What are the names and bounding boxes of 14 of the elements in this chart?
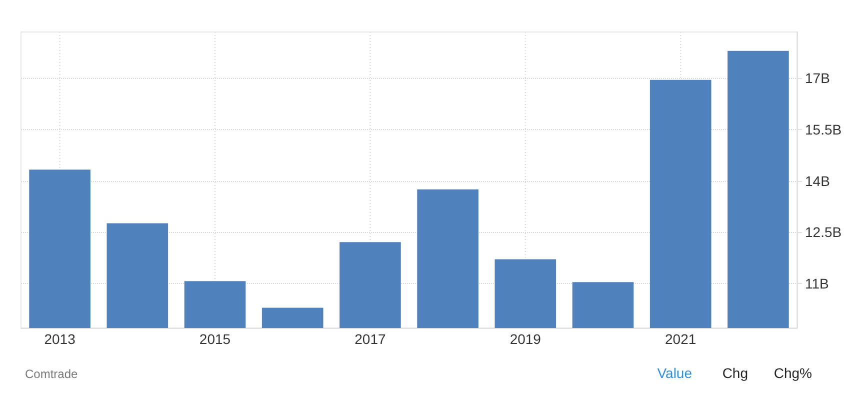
x-tick-label: 2021 bbox=[665, 331, 696, 347]
y-tick-label: 14B bbox=[805, 172, 830, 189]
y-tick-label: 11B bbox=[805, 276, 829, 292]
text: Chg% bbox=[774, 365, 812, 381]
text: Chg bbox=[722, 365, 748, 381]
y-tick-label: 15.5B bbox=[805, 122, 842, 138]
y-tick-label: 17B bbox=[805, 70, 830, 86]
text: Value bbox=[657, 365, 692, 381]
x-tick-label: 2015 bbox=[199, 331, 231, 347]
y-tick-label: 12.5B bbox=[805, 224, 842, 240]
text: Comtrade bbox=[25, 367, 78, 381]
x-tick-label: 2019 bbox=[510, 331, 542, 347]
x-tick-label: 2013 bbox=[44, 331, 76, 347]
x-tick-label: 2017 bbox=[354, 331, 386, 347]
